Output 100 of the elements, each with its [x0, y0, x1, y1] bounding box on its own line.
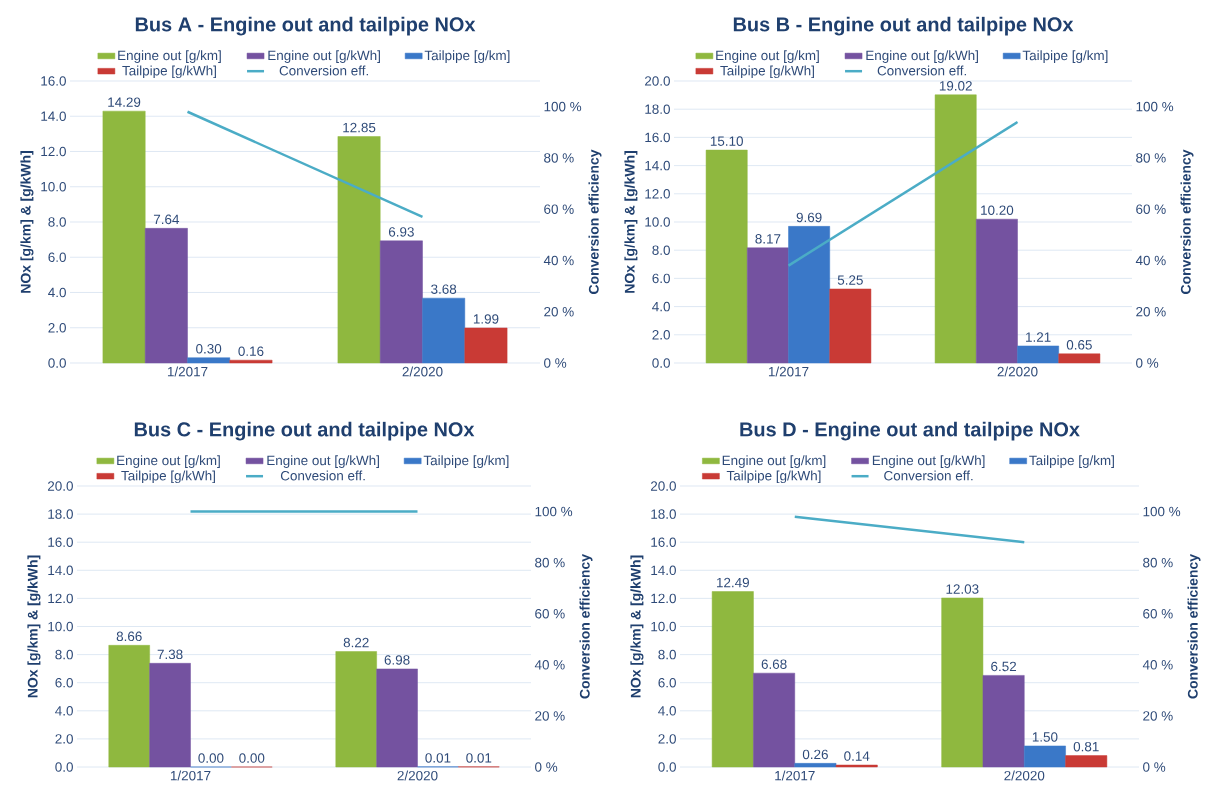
bar: [747, 247, 789, 364]
bar: [934, 94, 977, 364]
legend-label: Engine out [g/km]: [722, 455, 826, 468]
y-tick-label: 2.0: [652, 330, 670, 340]
y-tick-label: 6.0: [658, 677, 676, 688]
y2-tick-label: 60 %: [1143, 608, 1173, 619]
x-tick-label: 2/2020: [997, 366, 1038, 377]
y-tick-label: 2.0: [48, 322, 66, 333]
bar: [102, 110, 146, 364]
y2-tick-label: 100 %: [544, 101, 582, 112]
legend-label: Engine out [g/km]: [118, 50, 221, 63]
y-tick-label: 16.0: [41, 76, 66, 86]
y2-tick-label: 0 %: [1136, 358, 1159, 368]
y-tick-label: 12.0: [645, 189, 670, 199]
y2-tick-label: 60 %: [535, 608, 565, 619]
legend-label: Conversion eff.: [877, 65, 966, 76]
data-label: 1.21: [1026, 332, 1051, 342]
y2-tick-label: 20 %: [1143, 711, 1173, 721]
bar: [794, 763, 837, 768]
y-tick-label: 8.0: [48, 217, 66, 227]
data-label: 14.29: [108, 97, 141, 107]
y-tick-label: 12.0: [41, 146, 66, 157]
y-tick-label: 16.0: [651, 537, 676, 547]
data-label: 10.20: [981, 205, 1014, 215]
bar: [422, 297, 466, 364]
y2-axis-title: Conversion efficiency: [579, 554, 593, 699]
data-label: 12.49: [717, 577, 749, 588]
y-tick-label: 20.0: [47, 481, 73, 491]
y-tick-label: 0.0: [658, 762, 676, 772]
legend-label: Engine out [g/kWh]: [267, 455, 379, 468]
y-axis-title: NOx [g/km] & [g/kWh]: [624, 151, 638, 293]
y-tick-label: 10.0: [645, 217, 670, 227]
legend-label: Tailpipe [g/km]: [424, 50, 510, 63]
y-tick-label: 10.0: [48, 621, 73, 632]
bar: [187, 357, 231, 364]
legend-label: Engine out [g/kWh]: [866, 50, 978, 63]
y-tick-label: 14.0: [48, 565, 73, 576]
y2-tick-label: 80 %: [1143, 557, 1173, 568]
bar: [335, 651, 377, 768]
x-tick-label: 1/2017: [775, 770, 815, 781]
y-tick-label: 18.0: [48, 509, 73, 519]
y-axis-title: NOx [g/km] & [g/kWh]: [27, 555, 41, 698]
y2-tick-label: 0 %: [544, 358, 567, 368]
data-label: 0.00: [198, 753, 224, 763]
data-label: 0.26: [802, 749, 828, 760]
x-tick-label: 1/2017: [167, 366, 208, 377]
x-tick-label: 1/2017: [170, 770, 211, 781]
y-tick-label: 8.0: [658, 649, 676, 660]
data-label: 0.01: [425, 753, 451, 763]
legend-label: Tailpipe [g/kWh]: [122, 65, 216, 79]
data-label: 12.85: [343, 122, 376, 133]
y-axis-title: NOx [g/km] & [g/kWh]: [630, 555, 644, 698]
legend-label: Engine out [g/km]: [117, 455, 220, 468]
data-label: 1.50: [1032, 732, 1058, 742]
x-tick-label: 1/2017: [768, 366, 809, 377]
bar: [464, 327, 508, 364]
chart-title: Bus C - Engine out and tailpipe NOx: [134, 421, 475, 441]
legend-label: Engine out [g/kWh]: [872, 455, 985, 468]
data-label: 0.65: [1066, 340, 1092, 350]
y2-tick-label: 20 %: [544, 306, 574, 317]
y-tick-label: 6.0: [652, 273, 670, 284]
bar: [108, 645, 150, 768]
legend-label: Tailpipe [g/kWh]: [726, 470, 821, 484]
bar: [711, 591, 754, 768]
y2-tick-label: 80 %: [1136, 153, 1166, 163]
bar: [337, 136, 381, 364]
chart-title: Bus B - Engine out and tailpipe NOx: [733, 16, 1074, 36]
data-label: 0.00: [239, 753, 265, 763]
legend-label: Tailpipe [g/km]: [1029, 455, 1114, 468]
y-tick-label: 16.0: [645, 132, 670, 143]
y2-axis-title: Conversion efficiency: [1187, 554, 1201, 699]
data-label: 8.22: [343, 637, 369, 648]
data-label: 6.98: [384, 655, 410, 665]
y-tick-label: 20.0: [644, 76, 670, 86]
bar: [829, 288, 872, 364]
y2-tick-label: 20 %: [1136, 306, 1166, 317]
data-label: 8.17: [755, 234, 781, 244]
data-label: 0.81: [1073, 741, 1099, 752]
data-label: 3.68: [431, 284, 457, 294]
data-label: 6.93: [388, 227, 414, 237]
y2-tick-label: 80 %: [535, 557, 565, 568]
data-label: 0.01: [466, 753, 492, 763]
y2-tick-label: 40 %: [543, 255, 574, 266]
legend-label: Engine out [g/kWh]: [268, 50, 380, 63]
bar: [376, 668, 418, 768]
y-tick-label: 0.0: [55, 762, 73, 772]
y2-tick-label: 100 %: [1136, 101, 1174, 112]
data-label: 6.52: [991, 661, 1017, 672]
data-label: 0.30: [196, 343, 222, 354]
bar: [1058, 353, 1101, 364]
y-tick-label: 4.0: [652, 301, 670, 312]
bar: [379, 240, 423, 364]
bar: [941, 597, 984, 768]
y-tick-label: 2.0: [55, 734, 73, 744]
y2-tick-label: 60 %: [1136, 204, 1166, 214]
y-tick-label: 4.0: [55, 706, 73, 716]
y2-axis-title: Conversion efficiency: [1180, 149, 1194, 294]
y-tick-label: 10.0: [41, 181, 66, 192]
y-tick-label: 12.0: [651, 593, 676, 604]
y-tick-label: 14.0: [645, 160, 670, 171]
